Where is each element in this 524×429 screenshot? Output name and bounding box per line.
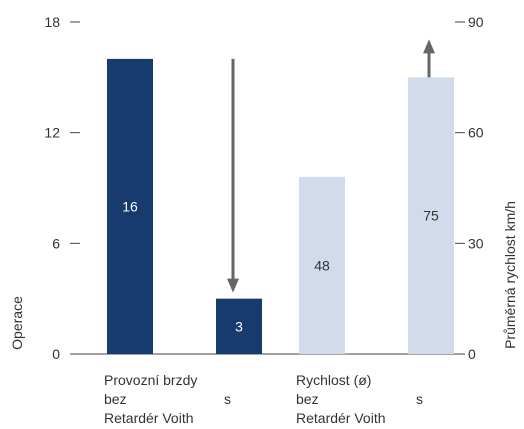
bar-value-label: 16: [122, 198, 138, 214]
right-tick-label: 60: [468, 125, 484, 141]
bar: [408, 77, 454, 354]
left-axis-title: Operace: [9, 296, 25, 350]
category-sub-s: s: [416, 391, 423, 407]
category-sub-bez: bez: [104, 391, 127, 407]
right-axis-title: Průměrná rychlost km/h: [502, 201, 518, 349]
left-tick-label: 0: [52, 346, 60, 362]
left-tick-label: 6: [52, 235, 60, 251]
bar-data-labels: 16 3 48 75: [122, 198, 439, 334]
arrows: [227, 39, 435, 293]
category-sub-retarder: Retardér Voith: [104, 410, 194, 426]
category-label: Provozní brzdy: [104, 372, 197, 388]
category-labels: Provozní brzdy bez s Retardér Voith Rychlost…: [104, 372, 423, 426]
right-tick-label: 90: [468, 14, 484, 30]
right-tick-label: 30: [468, 235, 484, 251]
left-axis-ticks: 0 6 12 18: [44, 14, 80, 362]
right-axis-ticks: 0 30 60 90: [455, 14, 484, 362]
bar-value-label: 48: [314, 257, 330, 273]
right-tick-label: 0: [468, 346, 476, 362]
bar: [299, 176, 345, 354]
bar: [107, 58, 153, 355]
arrow-head: [227, 278, 239, 293]
left-tick-label: 12: [44, 125, 60, 141]
bar-value-label: 75: [423, 208, 439, 224]
bar-value-label: 3: [235, 318, 243, 334]
category-label: Rychlost (ø): [296, 372, 371, 388]
bar: [216, 298, 262, 354]
left-tick-label: 18: [44, 14, 60, 30]
bars: [107, 58, 454, 355]
category-sub-bez: bez: [296, 391, 319, 407]
arrow-head: [423, 39, 435, 54]
category-sub-retarder: Retardér Voith: [296, 410, 386, 426]
category-sub-s: s: [224, 391, 231, 407]
